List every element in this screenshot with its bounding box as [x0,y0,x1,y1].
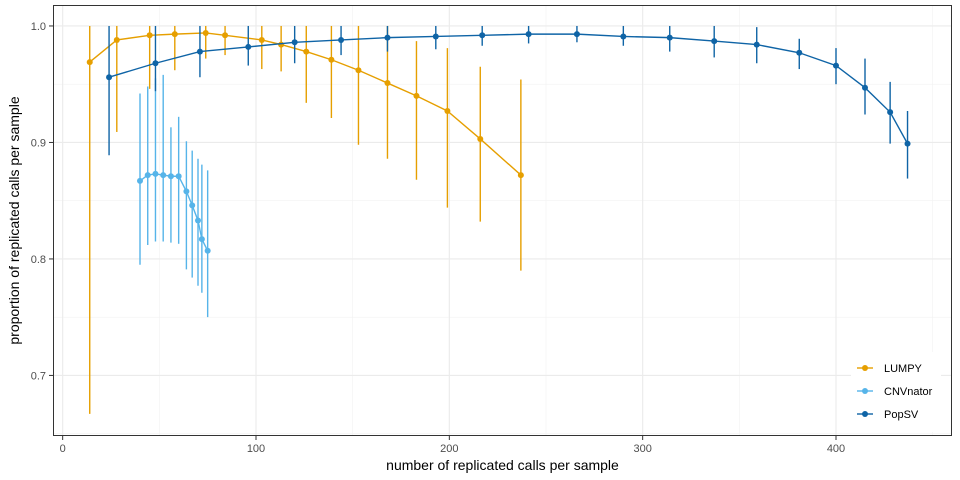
popsv-point [887,109,894,116]
y-tick-label: 0.7 [31,370,46,382]
popsv-point [573,31,580,38]
series-popsv [106,25,911,179]
popsv-point [833,62,839,69]
lumpy-point [222,32,229,39]
legend-key-point [862,388,868,394]
minor-gridlines [53,5,952,436]
x-tick-label: 0 [60,443,66,455]
cnvnator-point [160,172,167,179]
popsv-point [753,41,760,48]
x-tick-label: 200 [440,443,458,455]
y-tick-label: 1.0 [31,21,46,33]
popsv-point [666,34,673,41]
lumpy-point [146,32,153,39]
popsv-point [245,43,252,50]
lumpy-point [278,41,285,48]
plot-panel [53,5,952,436]
popsv-point [384,34,391,41]
x-tick-label: 300 [633,443,651,455]
popsv-point [525,31,532,38]
series-lumpy [86,25,524,414]
lumpy-point [113,36,120,43]
lumpy-point [477,135,484,142]
popsv-point [796,49,803,56]
legend: LUMPY CNVnator PopSV [851,352,941,432]
legend-key-point [862,411,868,417]
popsv-point [862,84,868,91]
legend-key-point [862,365,868,371]
lumpy-point [328,56,335,63]
cnvnator-point [204,247,211,254]
popsv-point [432,33,439,40]
popsv-point [711,38,718,45]
cnvnator-point [175,173,182,180]
popsv-point [479,32,486,39]
popsv-point [106,74,113,81]
popsv-point [338,36,345,43]
legend-item-cnvnator: CNVnator [857,386,933,398]
x-axis: 0 100 200 300 400 [60,436,845,455]
lumpy-point [258,36,265,43]
cnvnator-point [167,173,174,180]
x-tick-label: 100 [247,443,265,455]
popsv-line [108,33,909,144]
legend-label: CNVnator [884,386,933,398]
popsv-point [904,140,911,147]
legend-label: PopSV [884,409,919,421]
x-axis-title: number of replicated calls per sample [386,457,619,473]
legend-label: LUMPY [884,363,923,375]
lumpy-point [355,67,362,74]
lumpy-point [171,31,178,38]
series-layer [86,25,911,414]
cnvnator-point [144,172,151,179]
popsv-point [152,60,159,67]
y-axis: 0.7 0.8 0.9 1.0 [31,21,53,382]
lumpy-point [444,108,451,115]
panel-background [53,5,952,436]
legend-item-popsv: PopSV [857,409,919,421]
y-tick-label: 0.8 [31,254,46,266]
popsv-point [291,39,298,46]
lumpy-line [89,32,522,176]
lumpy-point [517,172,524,179]
x-tick-label: 400 [827,443,845,455]
panel-border [53,5,952,436]
popsv-point [620,33,627,40]
series-cnvnator [137,74,211,318]
cnvnator-point [189,202,196,209]
cnvnator-point [152,170,159,177]
lumpy-point [303,48,310,55]
legend-item-lumpy: LUMPY [857,363,923,375]
lumpy-point [413,92,420,99]
cnvnator-point [198,236,205,243]
lumpy-point [86,59,93,66]
cnvnator-point [183,188,190,195]
cnvnator-point [137,177,143,184]
cnvnator-point [195,217,201,224]
major-gridlines [53,5,952,436]
popsv-point [196,48,203,55]
lumpy-point [202,29,209,36]
y-tick-label: 0.9 [31,137,46,149]
y-axis-title: proportion of replicated calls per sampl… [6,96,22,344]
lumpy-point [384,80,391,87]
